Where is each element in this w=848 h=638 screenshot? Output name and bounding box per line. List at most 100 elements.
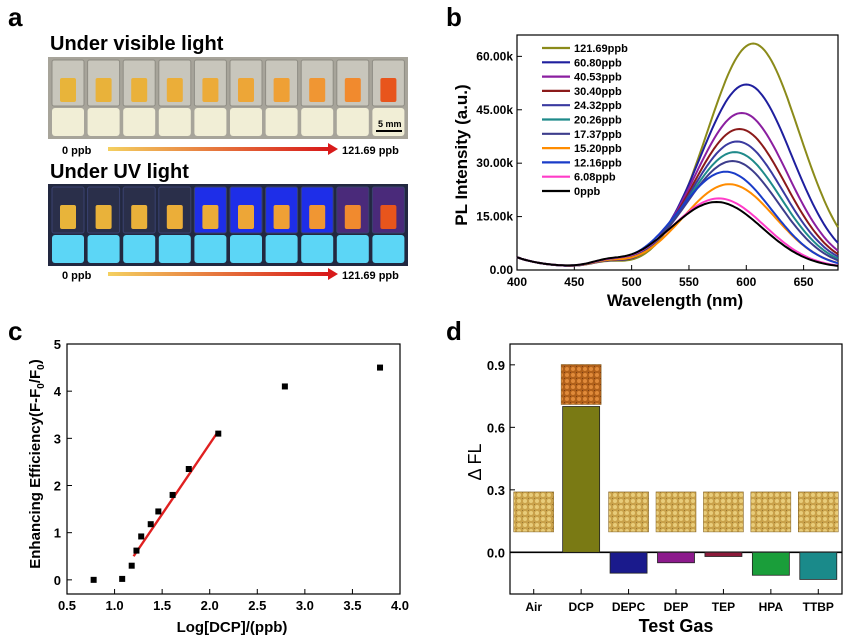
vial-base	[194, 108, 227, 136]
vial-film	[380, 78, 397, 102]
legend-label: 20.26ppb	[574, 115, 622, 127]
gradient-arrow-1	[108, 147, 328, 151]
x-tick-label-c: 0.5	[58, 598, 76, 613]
visible-light-title: Under visible light	[50, 33, 224, 55]
bar	[609, 551, 648, 574]
y-tick-label-d: 0.6	[487, 420, 505, 435]
chart-c-axes: 0.5 1.0 1.5 2.0 2.5 3.0 3.5 4.0 0 1 2 3 4 5	[54, 337, 409, 613]
x-tick-label-c: 3.5	[343, 598, 361, 613]
data-point	[90, 576, 97, 583]
x-tick-label-b: 500	[622, 275, 642, 289]
uv-vial-film	[95, 205, 112, 229]
uv-vial-film	[202, 205, 219, 229]
x-tick-label-d: TEP	[712, 600, 735, 614]
series-line	[516, 183, 839, 267]
y-tick-label-d: 0.3	[487, 483, 505, 498]
y-tick-label-c: 5	[54, 337, 61, 352]
data-point	[281, 383, 288, 390]
data-point	[119, 575, 126, 582]
vial-base	[123, 108, 156, 136]
chart-c-frame	[66, 343, 401, 595]
vial-base	[230, 108, 262, 136]
film-photo	[608, 491, 649, 533]
y-tick-label-b: 15.00k	[476, 210, 513, 224]
chart-b-axes: 400 450 500 550 600 650 0.00 15.00k 30.00k 45.00k…	[476, 34, 839, 289]
uv-vial-film	[131, 205, 148, 229]
data-point	[138, 533, 145, 540]
vial-base	[336, 108, 369, 136]
bar	[751, 551, 790, 576]
uv-vial-film	[273, 205, 290, 229]
vial-base	[158, 108, 191, 136]
uv-vial-film	[60, 205, 76, 229]
gradient-end-label-2: 121.69 ppb	[342, 270, 399, 282]
chart-b-legend: 121.69ppb 60.80ppb 40.53ppb 30.40ppb 24.32pp…	[542, 43, 628, 198]
x-tick-label-d: DEPC	[612, 600, 646, 614]
legend-label: 15.20ppb	[574, 143, 622, 155]
uv-vial-film	[344, 205, 361, 229]
data-point	[133, 547, 140, 554]
axis-label-c-x: Log[DCP]/(ppb)	[177, 619, 288, 636]
data-point	[169, 491, 176, 498]
y-tick-label-c: 1	[54, 526, 61, 541]
x-tick-label-d: HPA	[759, 600, 784, 614]
vial-base	[87, 108, 120, 136]
panel-b: b PL Intensity (a.u.) Wavelength (nm) 40…	[446, 2, 839, 310]
panel-label-d: d	[446, 316, 462, 346]
y-tick-label-c: 4	[54, 384, 62, 399]
x-tick-label-c: 4.0	[391, 598, 409, 613]
uv-vial-base	[265, 235, 298, 263]
vial-film	[309, 78, 326, 102]
uv-vial-base	[230, 235, 262, 263]
panel-label-c: c	[8, 316, 22, 346]
legend-label: 0ppb	[574, 186, 601, 198]
panel-a: a Under visible light 5 mm 0 ppb 121.69 …	[8, 2, 408, 282]
x-tick-label-c: 3.0	[296, 598, 314, 613]
vial-base	[301, 108, 334, 136]
uv-vial-base	[301, 235, 334, 263]
uv-vial-base	[52, 235, 84, 263]
bar	[704, 551, 743, 557]
uv-vial-film	[380, 205, 397, 229]
film-photo	[750, 491, 792, 533]
legend-label: 24.32ppb	[574, 100, 622, 112]
y-tick-label-c: 3	[54, 431, 61, 446]
series-line	[516, 111, 839, 267]
chart-c-plot	[90, 364, 384, 583]
x-tick-label-d: DCP	[568, 600, 593, 614]
uv-vial-base	[336, 235, 369, 263]
legend-label: 6.08ppb	[574, 172, 616, 184]
series-line	[516, 83, 839, 267]
x-tick-label-c: 1.0	[106, 598, 124, 613]
legend-label: 30.40ppb	[574, 86, 622, 98]
vial-film	[95, 78, 112, 102]
film-photo	[655, 491, 697, 533]
panel-label-a: a	[8, 2, 23, 32]
bar	[562, 406, 601, 553]
axis-label-d-x: Test Gas	[639, 616, 714, 636]
visible-vials	[51, 59, 405, 136]
uv-vial-base	[123, 235, 156, 263]
y-tick-label-b: 0.00	[490, 263, 514, 277]
gradient-start-label-2: 0 ppb	[62, 270, 92, 282]
panel-d: d Δ FL Test Gas 0.0 0.3 0.6 0.9 Air DCP DEPC D…	[446, 316, 843, 636]
x-tick-label-b: 400	[507, 275, 527, 289]
uv-vial-base	[87, 235, 120, 263]
axis-label-c-y: Enhancing Efficiency(F-F0/F0)	[27, 359, 47, 568]
film-photo	[560, 364, 602, 405]
film-photo	[513, 491, 554, 533]
data-point	[155, 508, 162, 515]
x-tick-label-c: 2.5	[248, 598, 266, 613]
film-photo	[798, 491, 839, 533]
legend-label: 12.16ppb	[574, 157, 622, 169]
chart-b-frame	[516, 34, 839, 271]
vial-film	[202, 78, 219, 102]
vial-film	[238, 78, 254, 102]
vial-film	[60, 78, 76, 102]
vial-film	[166, 78, 183, 102]
x-tick-label-b: 650	[794, 275, 814, 289]
bar	[799, 551, 838, 580]
data-point	[185, 466, 192, 472]
vial-base	[265, 108, 298, 136]
vial-film	[273, 78, 290, 102]
